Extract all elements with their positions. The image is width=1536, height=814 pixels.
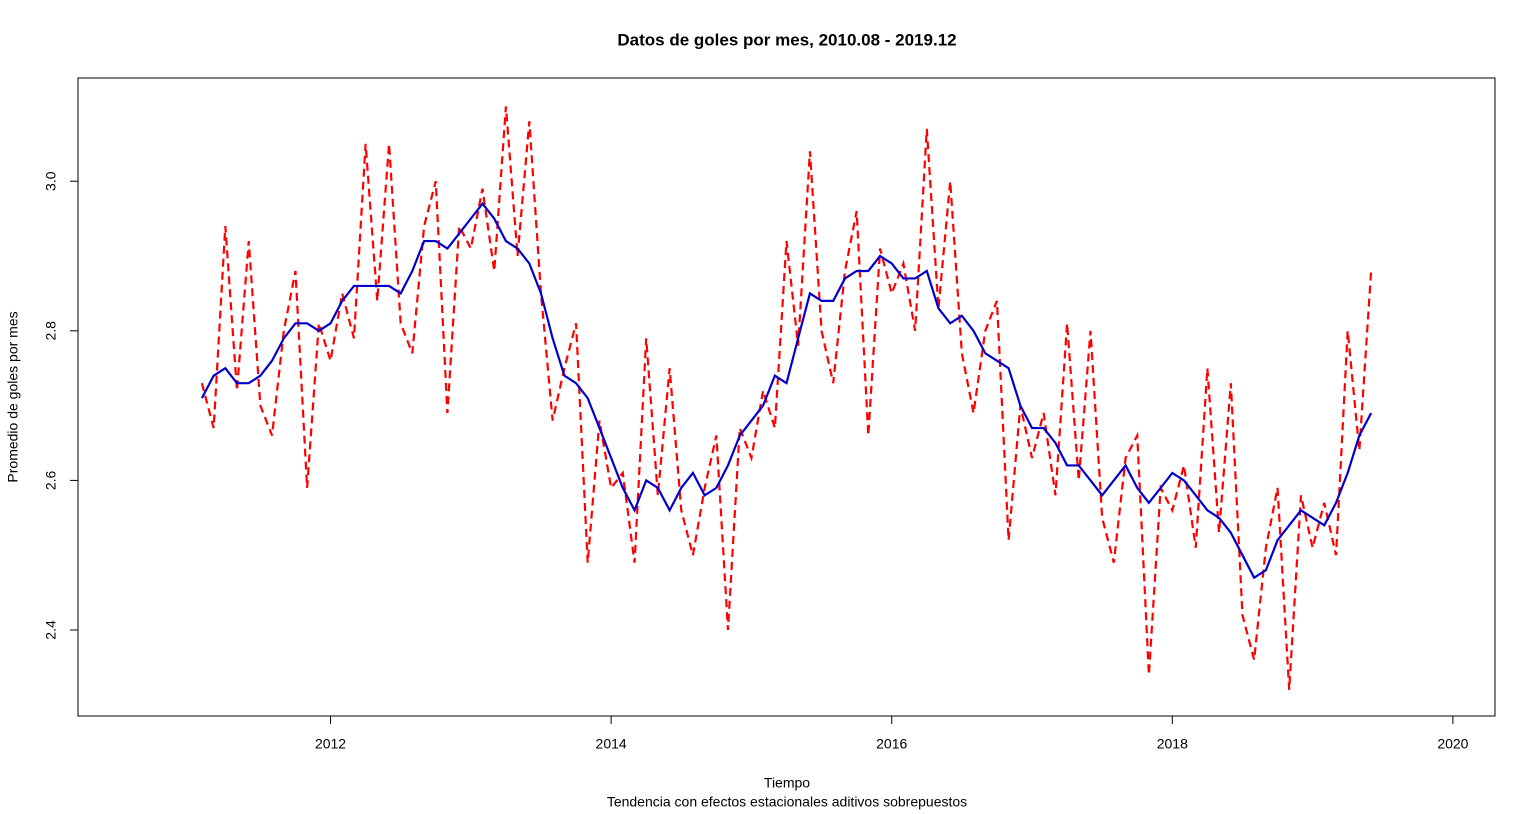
x-tick-label: 2020	[1437, 736, 1468, 752]
data-line	[200, 106, 1373, 690]
y-tick-label: 2.6	[43, 470, 59, 490]
y-axis-label: Promedio de goles por mes	[5, 311, 21, 482]
x-tick-label: 2012	[315, 736, 346, 752]
chart-title: Datos de goles por mes, 2010.08 - 2019.1…	[617, 30, 956, 49]
x-tick-label: 2016	[876, 736, 907, 752]
y-tick-label: 2.4	[43, 620, 59, 640]
subtitle: Tendencia con efectos estacionales aditi…	[607, 794, 967, 810]
y-tick-label: 3.0	[43, 171, 59, 191]
x-tick-label: 2018	[1157, 736, 1188, 752]
x-axis-label: Tiempo	[764, 775, 810, 791]
data-line	[200, 201, 1373, 580]
y-tick-label: 2.8	[43, 321, 59, 341]
x-tick-label: 2014	[596, 736, 627, 752]
plot-box	[77, 77, 1496, 717]
